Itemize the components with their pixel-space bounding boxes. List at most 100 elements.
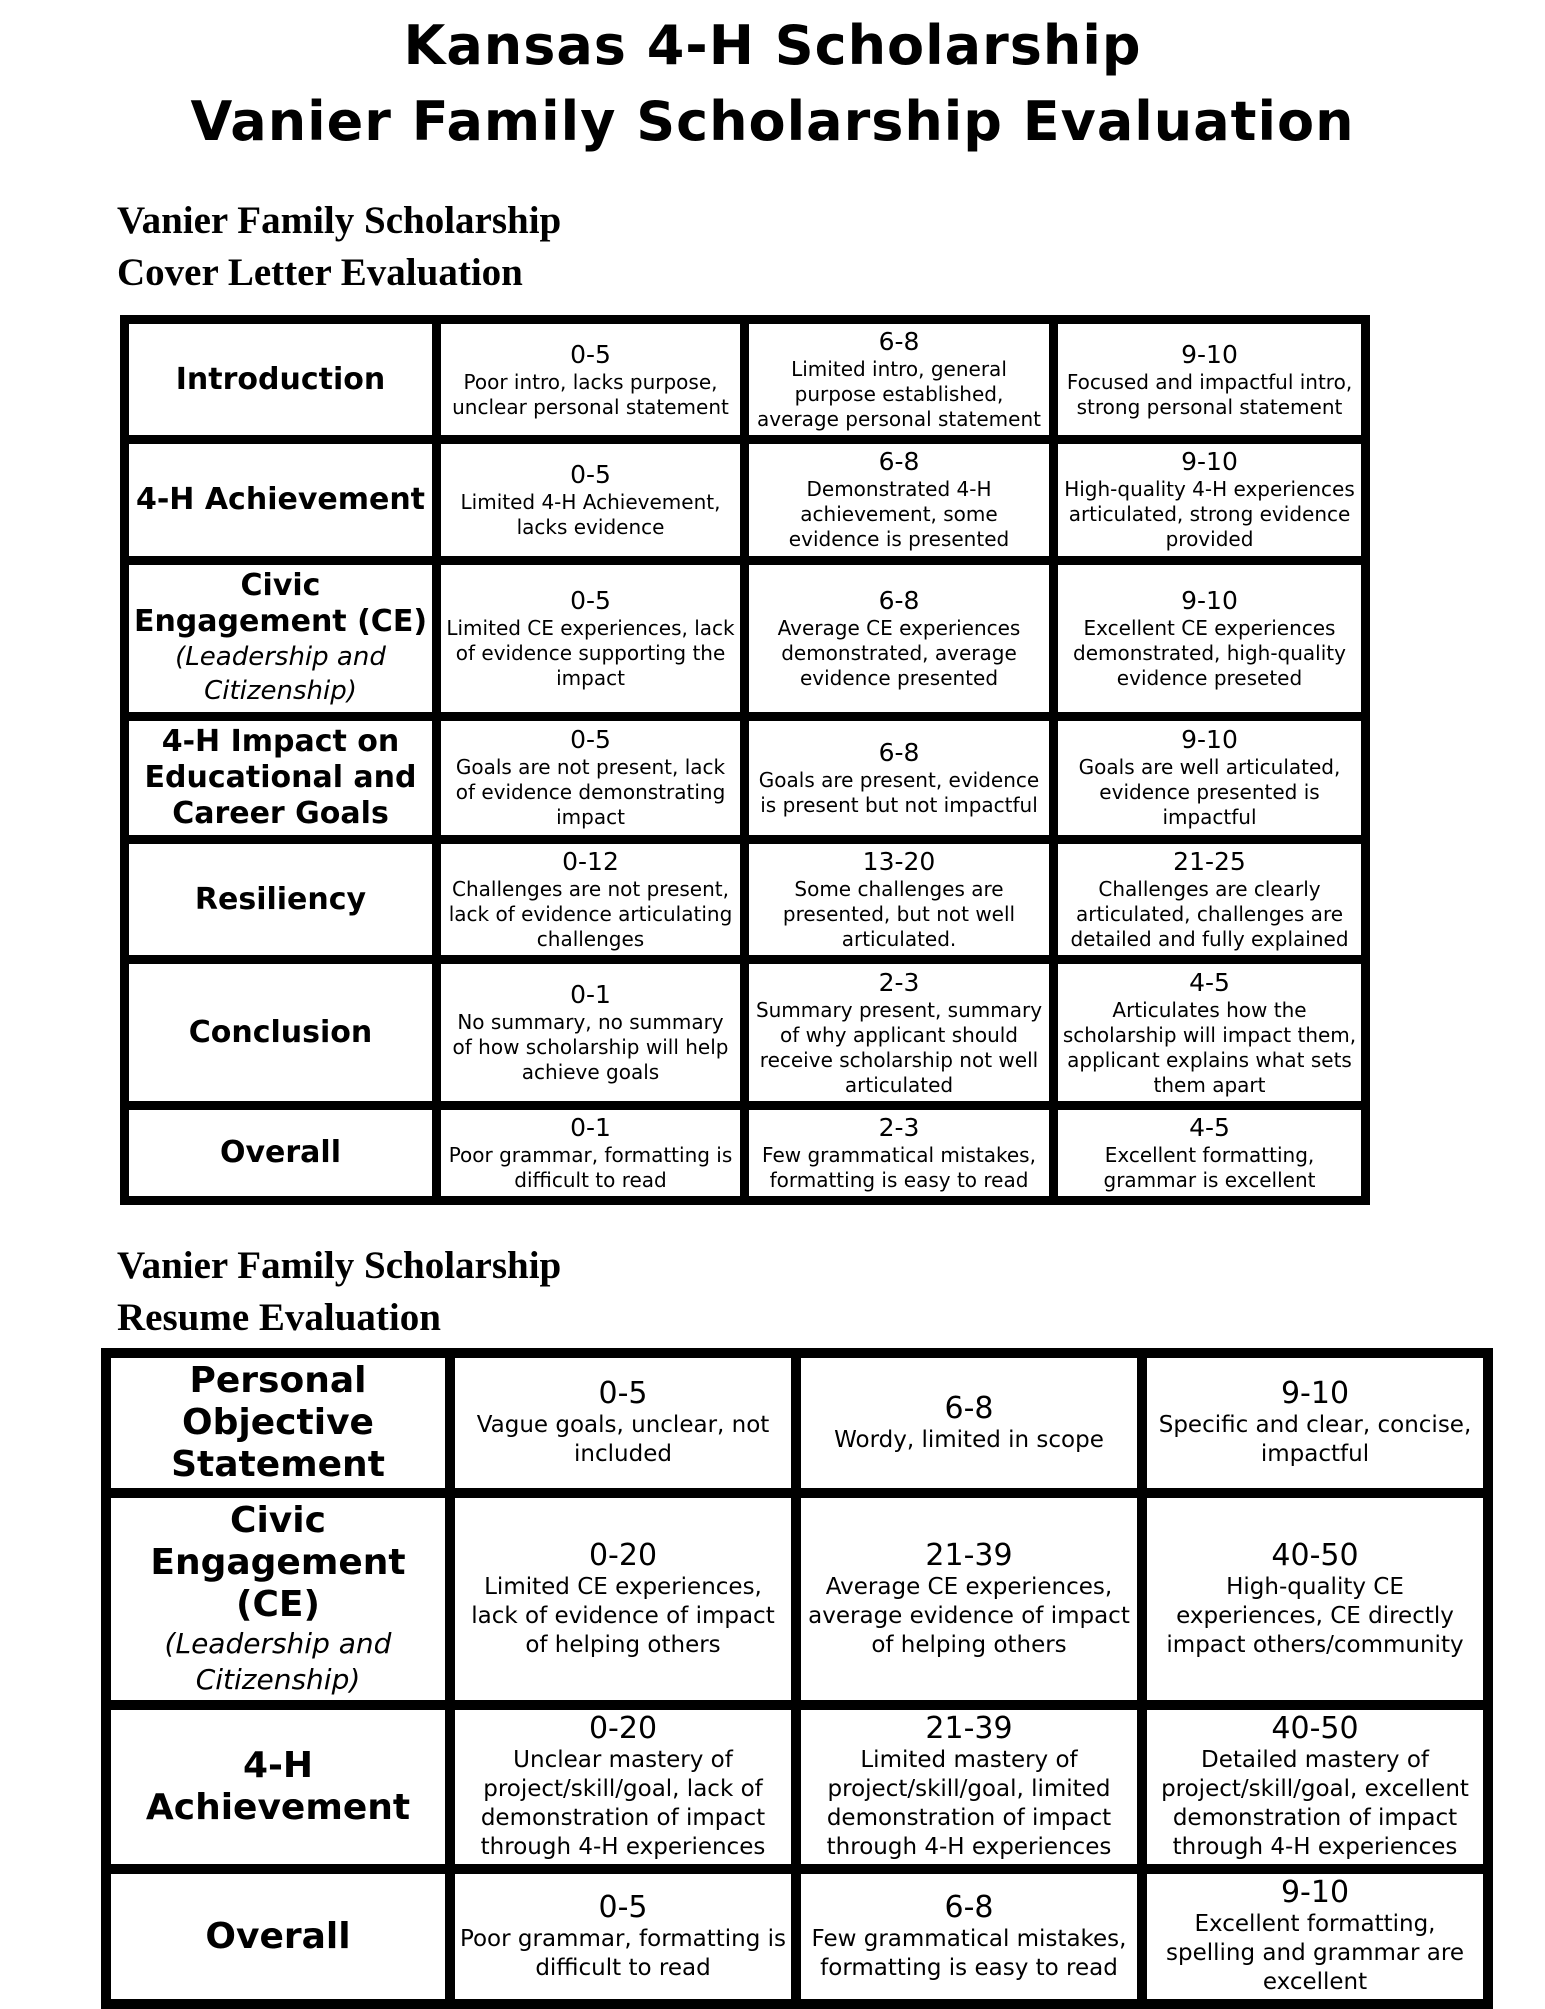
score-desc: Average CE experiences demonstrated, ave… <box>777 615 1021 690</box>
score-desc: Poor grammar, formatting is difficult to… <box>448 1143 733 1193</box>
label-sub: (Leadership and Citizenship) <box>164 1627 392 1696</box>
score-desc: Poor intro, lacks purpose, unclear perso… <box>452 369 729 419</box>
label-text: Overall <box>205 1915 351 1957</box>
heading-line: Resume Evaluation <box>117 1296 441 1339</box>
score-desc: Excellent CE experiences demonstrated, h… <box>1073 615 1346 690</box>
score-cell: 6-8 Few grammatical mistakes, formatting … <box>801 1874 1137 1999</box>
score-desc: Excellent formatting, grammar is excelle… <box>1103 1143 1316 1193</box>
score-cell: 40-50 Detailed mastery of project/skill/g… <box>1147 1710 1483 1864</box>
score-cell: 6-8 Limited intro, general purpose establ… <box>749 324 1049 436</box>
score-desc: High-quality CE experiences, CE directly… <box>1166 1573 1464 1658</box>
score-range: 0-5 <box>570 339 611 369</box>
score-cell: 9-10 Specific and clear, concise, impactf… <box>1147 1358 1483 1488</box>
label-text: Personal Objective Statement <box>171 1360 385 1485</box>
score-range: 0-12 <box>562 847 619 877</box>
score-cell: 0-5 Limited 4-H Achievement, lacks eviden… <box>441 444 740 556</box>
score-range: 21-39 <box>925 1711 1013 1746</box>
score-cell: 9-10 Focused and impactful intro, strong … <box>1058 324 1361 436</box>
score-cell: 6-8 Demonstrated 4-H achievement, some ev… <box>749 444 1049 556</box>
rubric-row: 4-H Achievement 0-20 Unclear mastery of pr… <box>111 1710 1483 1864</box>
score-desc: Goals are well articulated, evidence pre… <box>1078 755 1341 830</box>
score-cell: 9-10 Excellent CE experiences demonstrate… <box>1058 564 1361 712</box>
label-text: Introduction <box>175 361 386 397</box>
score-desc: Unclear mastery of project/skill/goal, l… <box>480 1747 766 1860</box>
score-desc: Limited CE experiences, lack of evidence… <box>446 615 735 690</box>
score-cell: 40-50 High-quality CE experiences, CE dir… <box>1147 1498 1483 1700</box>
label-text: 4-H Impact on Educational and Career Goa… <box>144 723 417 831</box>
score-desc: Articulates how the scholarship will imp… <box>1062 997 1357 1097</box>
score-desc: Limited intro, general purpose establish… <box>757 357 1041 432</box>
score-desc: Detailed mastery of project/skill/goal, … <box>1161 1747 1469 1860</box>
score-desc: Poor grammar, formatting is difficult to… <box>459 1925 787 1981</box>
score-range: 6-8 <box>944 1390 994 1426</box>
score-cell: 0-1 Poor grammar, formatting is difficult… <box>441 1110 740 1196</box>
score-cell: 9-10 Excellent formatting, spelling and g… <box>1147 1874 1483 1999</box>
score-desc: Challenges are clearly articulated, chal… <box>1070 877 1349 952</box>
rubric-row: 4-H Achievement 0-5 Limited 4-H Achievemen… <box>129 444 1361 556</box>
score-cell: 9-10 High-quality 4-H experiences articul… <box>1058 444 1361 556</box>
score-range: 0-20 <box>588 1711 658 1746</box>
row-label: 4-H Impact on Educational and Career Goa… <box>129 720 432 836</box>
score-range: 0-1 <box>570 1113 611 1143</box>
score-range: 0-5 <box>598 1376 648 1411</box>
score-range: 9-10 <box>1181 725 1238 755</box>
score-desc: Some challenges are presented, but not w… <box>782 877 1016 952</box>
score-range: 6-8 <box>878 585 920 615</box>
section-heading: Vanier Family Scholarship Resume Evaluati… <box>117 1240 561 1344</box>
rubric-table: Personal Objective Statement 0-5 Vague goa… <box>101 1348 1493 2009</box>
score-range: 9-10 <box>1280 1376 1350 1411</box>
row-label: Resiliency <box>129 844 432 956</box>
score-cell: 0-5 Poor grammar, formatting is difficult… <box>455 1874 791 1999</box>
score-desc: Average CE experiences, average evidence… <box>808 1573 1130 1658</box>
score-cell: 0-20 Unclear mastery of project/skill/goa… <box>455 1710 791 1864</box>
label-text: Civic Engagement (CE) <box>133 568 428 640</box>
rubric-row: Personal Objective Statement 0-5 Vague goa… <box>111 1358 1483 1488</box>
rubric-row: Overall 0-5 Poor grammar, formatting is di… <box>111 1874 1483 1999</box>
score-cell: 21-39 Limited mastery of project/skill/go… <box>801 1710 1137 1864</box>
score-desc: High-quality 4-H experiences articulated… <box>1064 477 1355 552</box>
rubric-row: Civic Engagement (CE) (Leadership and Cit… <box>111 1498 1483 1700</box>
score-range: 0-20 <box>588 1537 658 1573</box>
label-text: 4-H Achievement <box>145 1745 411 1828</box>
section-heading: Vanier Family Scholarship Cover Letter Ev… <box>117 195 561 299</box>
score-desc: Limited 4-H Achievement, lacks evidence <box>460 489 721 539</box>
score-cell: 0-5 Poor intro, lacks purpose, unclear pe… <box>441 324 740 436</box>
rubric-row: 4-H Impact on Educational and Career Goa… <box>129 720 1361 836</box>
score-desc: Summary present, summary of why applican… <box>755 997 1043 1097</box>
score-cell: 21-39 Average CE experiences, average evi… <box>801 1498 1137 1700</box>
score-desc: Focused and impactful intro, strong pers… <box>1066 369 1353 419</box>
score-desc: Limited CE experiences, lack of evidence… <box>471 1573 775 1658</box>
score-desc: Excellent formatting, spelling and gramm… <box>1166 1911 1464 1995</box>
score-range: 6-8 <box>878 447 920 477</box>
score-range: 4-5 <box>1189 967 1230 997</box>
score-range: 0-1 <box>570 980 611 1010</box>
score-range: 21-25 <box>1173 847 1246 877</box>
score-cell: 0-1 No summary, no summary of how scholar… <box>441 964 740 1102</box>
score-cell: 0-5 Vague goals, unclear, not included <box>455 1358 791 1488</box>
row-label: Overall <box>129 1110 432 1196</box>
score-range: 4-5 <box>1189 1113 1230 1143</box>
heading-line: Cover Letter Evaluation <box>117 251 523 294</box>
score-range: 21-39 <box>925 1537 1013 1573</box>
row-label: Overall <box>111 1874 445 1999</box>
score-range: 0-5 <box>570 459 611 489</box>
score-range: 9-10 <box>1181 585 1238 615</box>
score-range: 6-8 <box>878 327 920 357</box>
score-range: 40-50 <box>1271 1537 1359 1573</box>
score-range: 9-10 <box>1181 447 1238 477</box>
score-range: 40-50 <box>1271 1711 1359 1746</box>
label-text: Overall <box>219 1135 341 1171</box>
score-range: 2-3 <box>878 967 920 997</box>
rubric-row: Conclusion 0-1 No summary, no summary of h… <box>129 964 1361 1102</box>
score-range: 0-5 <box>598 1889 648 1925</box>
score-desc: Demonstrated 4-H achievement, some evide… <box>788 477 1010 552</box>
rubric-row: Resiliency 0-12 Challenges are not present… <box>129 844 1361 956</box>
rubric-row: Introduction 0-5 Poor intro, lacks purpose… <box>129 324 1361 436</box>
score-cell: 6-8 Goals are present, evidence is presen… <box>749 720 1049 836</box>
title-line: Kansas 4-H Scholarship <box>403 14 1142 77</box>
score-range: 9-10 <box>1181 339 1238 369</box>
score-cell: 13-20 Some challenges are presented, but … <box>749 844 1049 956</box>
label-text: Civic Engagement (CE) <box>150 1500 406 1625</box>
row-label: Introduction <box>129 324 432 436</box>
